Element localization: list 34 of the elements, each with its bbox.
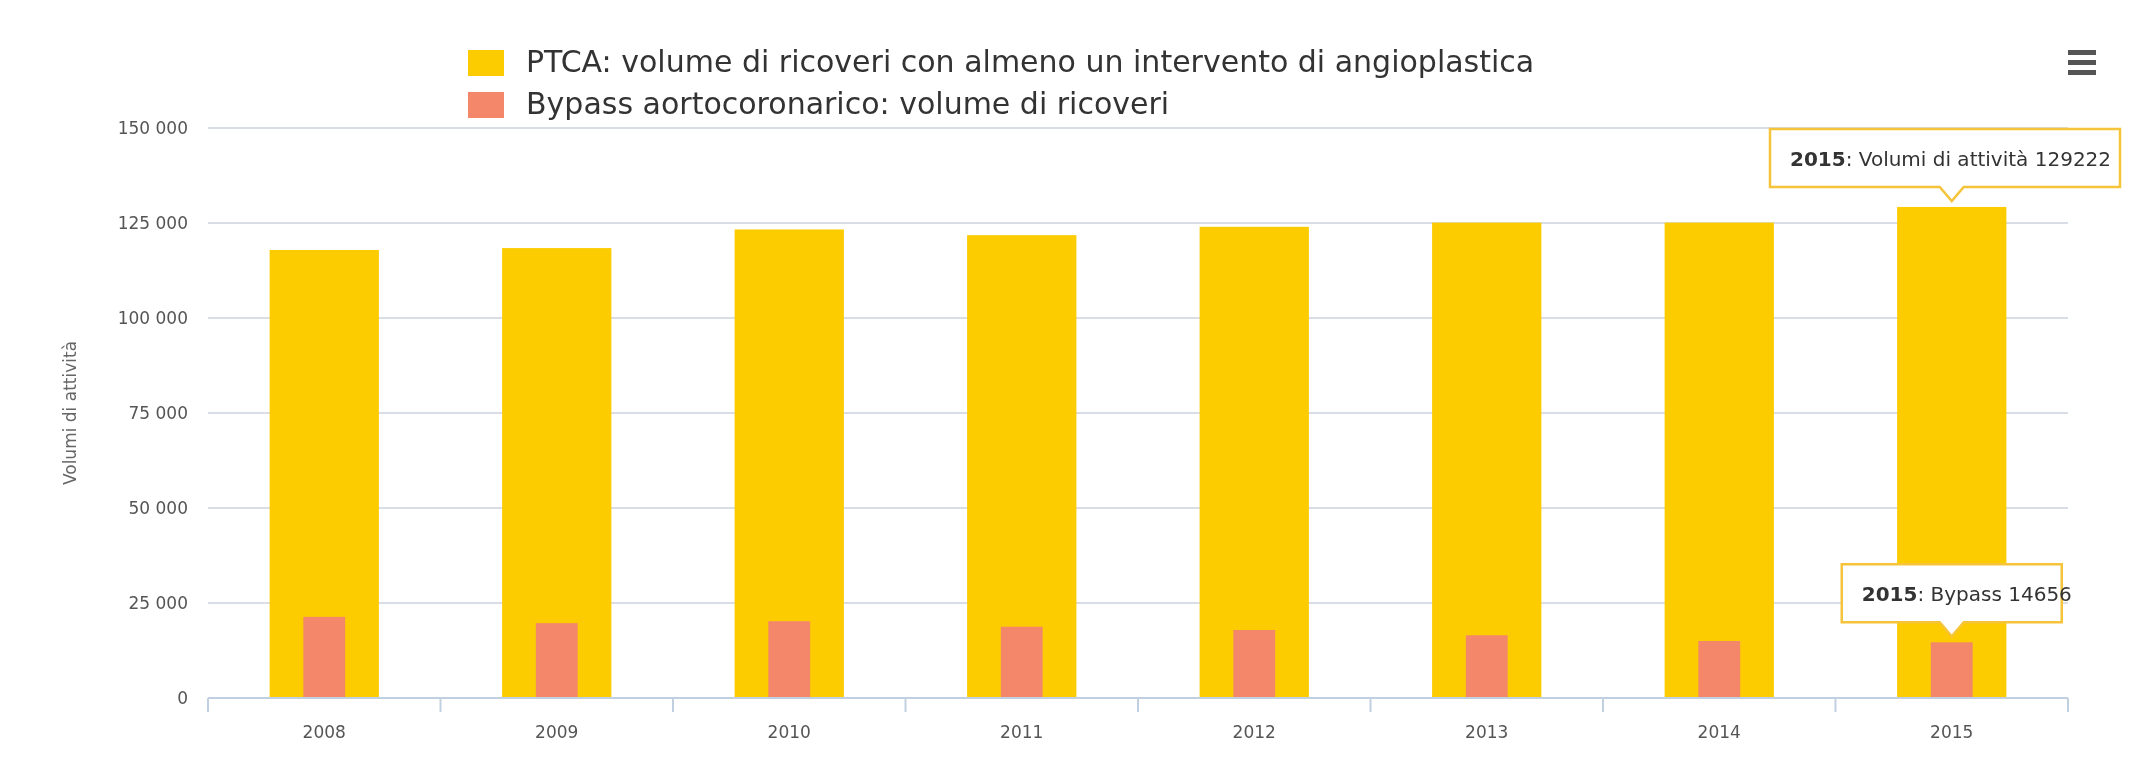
y-tick-label: 100 000: [117, 308, 188, 328]
annotation: 2015: Volumi di attività 129222: [1790, 146, 2112, 171]
y-tick-label: 75 000: [128, 403, 188, 423]
y-tick-label: 150 000: [117, 118, 188, 138]
bar: [1199, 226, 1309, 698]
bar: [734, 229, 844, 698]
bar: [303, 616, 346, 698]
bar: [502, 248, 612, 698]
bar: [768, 621, 811, 698]
x-tick-label: 2012: [1232, 722, 1276, 742]
legend-label: Bypass aortocoronarico: volume di ricoveri: [526, 86, 1170, 121]
bar: [967, 235, 1077, 698]
bar: [1664, 222, 1774, 698]
legend-label: PTCA: volume di ricoveri con almeno un intervento di angioplastica: [526, 44, 1535, 79]
y-tick-label: 25 000: [128, 593, 188, 613]
y-tick-label: 0: [177, 688, 188, 708]
x-tick-label: 2015: [1930, 722, 1974, 742]
x-tick-label: 2013: [1465, 722, 1509, 742]
y-tick-label: 50 000: [128, 498, 188, 518]
x-tick-label: 2009: [535, 722, 579, 742]
x-tick-label: 2010: [767, 722, 811, 742]
bar: [1000, 626, 1043, 698]
bar: [535, 623, 578, 698]
bar: [269, 249, 379, 698]
x-tick-label: 2011: [1000, 722, 1044, 742]
x-tick-label: 2014: [1697, 722, 1741, 742]
bar: [1698, 641, 1741, 698]
bar: [1432, 222, 1542, 698]
bar: [1465, 635, 1508, 698]
bar: [1930, 642, 1973, 698]
y-axis-title: Volumi di attività: [60, 340, 80, 486]
bar: [1233, 629, 1276, 698]
y-tick-label: 125 000: [117, 213, 188, 233]
x-tick-label: 2008: [302, 722, 346, 742]
